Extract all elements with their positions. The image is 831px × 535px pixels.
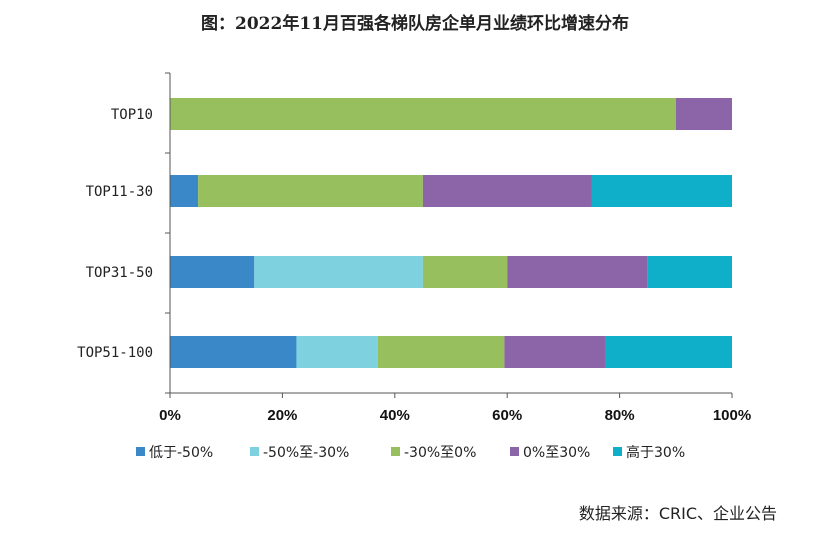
legend-swatch-4 xyxy=(613,447,622,456)
x-tick-label-2: 40% xyxy=(380,407,410,424)
axes-group: TOP10 TOP11-30 TOP31-50 TOP51-100 0% 20% 40% 60… xyxy=(77,72,751,424)
x-tick-label-1: 20% xyxy=(267,407,297,424)
bar-segment-top31-50-s0 xyxy=(170,256,255,288)
legend-swatch-1 xyxy=(250,447,259,456)
category-label-top31-50: TOP31-50 xyxy=(86,265,153,281)
bar-segment-top31-50-s2 xyxy=(422,256,508,288)
bar-segment-top11-30-s0 xyxy=(170,175,199,207)
x-tick-label-0: 0% xyxy=(159,407,181,424)
legend-swatch-0 xyxy=(136,447,145,456)
bar-segment-top51-100-s0 xyxy=(170,336,297,368)
x-tick-label-4: 80% xyxy=(605,407,635,424)
x-tick-label-5: 100% xyxy=(713,407,751,424)
bar-segment-top51-100-s2 xyxy=(377,336,505,368)
bars-group xyxy=(170,98,732,368)
bar-segment-top51-100-s1 xyxy=(296,336,378,368)
legend: 低于-50% -50%至-30% -30%至0% 0%至30% 高于30% xyxy=(136,444,685,461)
category-label-top11-30: TOP11-30 xyxy=(86,184,153,200)
legend-swatch-3 xyxy=(510,447,519,456)
legend-swatch-2 xyxy=(391,447,400,456)
legend-label-3: 0%至30% xyxy=(523,445,590,461)
bar-segment-top11-30-s3 xyxy=(422,175,592,207)
bar-segment-top31-50-s4 xyxy=(647,256,732,288)
legend-label-1: -50%至-30% xyxy=(263,445,349,461)
bar-segment-top51-100-s4 xyxy=(605,336,732,368)
legend-label-2: -30%至0% xyxy=(404,445,476,461)
source-note: 数据来源：CRIC、企业公告 xyxy=(579,504,777,523)
bar-segment-top10-s3 xyxy=(675,98,732,130)
legend-label-0: 低于-50% xyxy=(149,445,213,461)
bar-segment-top11-30-s4 xyxy=(591,175,732,207)
category-label-top51-100: TOP51-100 xyxy=(77,345,153,361)
bar-segment-top10-s2 xyxy=(170,98,676,130)
bar-segment-top11-30-s2 xyxy=(198,175,423,207)
bar-segment-top31-50-s1 xyxy=(254,256,423,288)
category-label-top10: TOP10 xyxy=(111,107,153,123)
bar-segment-top31-50-s3 xyxy=(507,256,648,288)
legend-label-4: 高于30% xyxy=(626,444,685,461)
x-tick-label-3: 60% xyxy=(492,407,522,424)
chart-title: 图：2022年11月百强各梯队房企单月业绩环比增速分布 xyxy=(201,13,629,34)
bar-segment-top51-100-s3 xyxy=(504,336,606,368)
